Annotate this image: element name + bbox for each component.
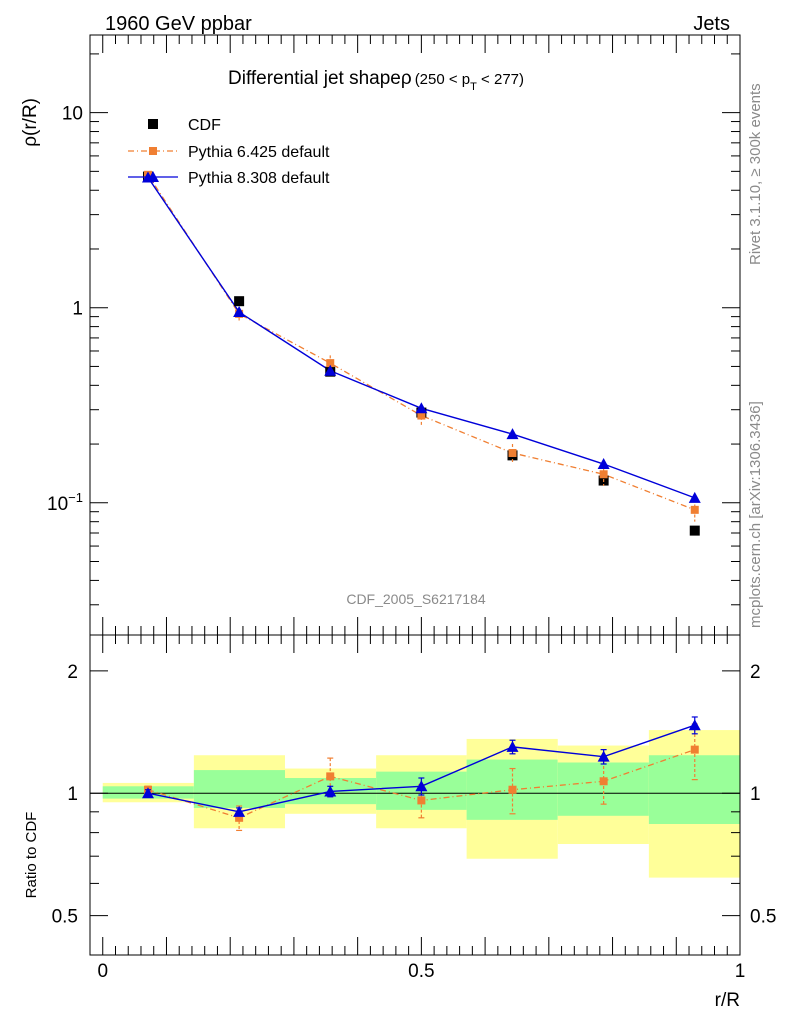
cdf-point (689, 525, 700, 536)
ratio-frame (89, 634, 741, 956)
ratio-pythia8-point (415, 780, 428, 792)
ratio-ytick-label-right: 2 (750, 662, 761, 683)
pythia8-line (147, 177, 695, 499)
main-ytick-label: 10 (62, 104, 83, 125)
legend-item-pythia8: Pythia 8.308 default (128, 170, 330, 187)
ratio-pythia6-point (417, 796, 426, 805)
pythia8-point (233, 306, 246, 318)
pythia6-line (147, 174, 695, 511)
uncertainty-band-green (193, 770, 285, 808)
ratio-pythia8-point (233, 805, 246, 817)
ratio-xtick-label: 0.5 (408, 961, 434, 982)
legend-label-pythia6: Pythia 6.425 default (188, 144, 330, 161)
ratio-ytick-label-right: 1 (750, 784, 761, 805)
ratio-pythia6-point (690, 745, 699, 754)
legend-marker-cdf (148, 119, 158, 129)
chart-title: Differential jet shapeρ (250 < pT < 277) (228, 68, 524, 93)
main-ytick-label: 1 (72, 299, 83, 320)
ratio-xlabel: r/R (715, 990, 740, 1011)
ratio-pythia6-point (326, 772, 335, 781)
cdf-point (234, 296, 245, 307)
pythia8-point (415, 402, 428, 414)
rivet-label: Rivet 3.1.10, ≥ 300k events (747, 83, 764, 265)
analysis-watermark: CDF_2005_S6217184 (346, 591, 486, 607)
ratio-pythia8-point (506, 740, 519, 752)
legend-marker-pythia6 (149, 147, 157, 155)
pythia8-point (506, 428, 519, 440)
ratio-pythia8-point (324, 785, 337, 797)
legend: CDF Pythia 6.425 default Pythia 8.308 de… (128, 117, 330, 187)
pythia6-point (417, 411, 426, 420)
uncertainty-band-green (557, 762, 649, 816)
legend-item-cdf: CDF (148, 117, 221, 134)
main-ytick-label: 10−1 (47, 490, 83, 515)
ratio-pythia6-point (599, 777, 608, 786)
ratio-pythia8-point (597, 750, 610, 762)
mcplots-label: mcplots.cern.ch [arXiv:1306.3436] (747, 401, 764, 628)
pythia8-point (324, 364, 337, 376)
ratio-pythia6-point (508, 785, 517, 794)
pythia6-point (599, 470, 608, 479)
ratio-pythia8-point (141, 787, 154, 799)
pythia6-point (690, 505, 699, 514)
ratio-pythia8-point (688, 719, 701, 731)
pythia8-point (688, 491, 701, 503)
category-label: Jets (693, 13, 730, 35)
pythia6-point (326, 359, 335, 368)
main-ylabel: ρ(r/R) (20, 98, 41, 147)
pythia8-point (597, 458, 610, 470)
ratio-ytick-label: 0.5 (52, 907, 78, 928)
energy-label: 1960 GeV ppbar (105, 13, 252, 35)
ratio-ytick-label: 2 (67, 662, 78, 683)
ratio-pythia6-point (235, 813, 244, 822)
ratio-panel: 2 2 1 1 0.5 0.5 0 0.5 1 (52, 635, 776, 982)
ratio-ylabel: Ratio to CDF (23, 812, 40, 899)
ratio-xtick-label: 1 (735, 961, 746, 982)
ratio-xtick-label: 0 (97, 961, 108, 982)
ratio-ytick-label: 1 (67, 784, 78, 805)
ratio-ytick-label-right: 0.5 (750, 907, 776, 928)
main-panel: 10 1 10−1 (47, 35, 741, 635)
legend-label-pythia8: Pythia 8.308 default (188, 170, 330, 187)
legend-marker-pythia8 (147, 171, 159, 182)
pythia6-point (508, 448, 517, 457)
legend-label-cdf: CDF (188, 117, 221, 134)
legend-item-pythia6: Pythia 6.425 default (128, 144, 330, 161)
